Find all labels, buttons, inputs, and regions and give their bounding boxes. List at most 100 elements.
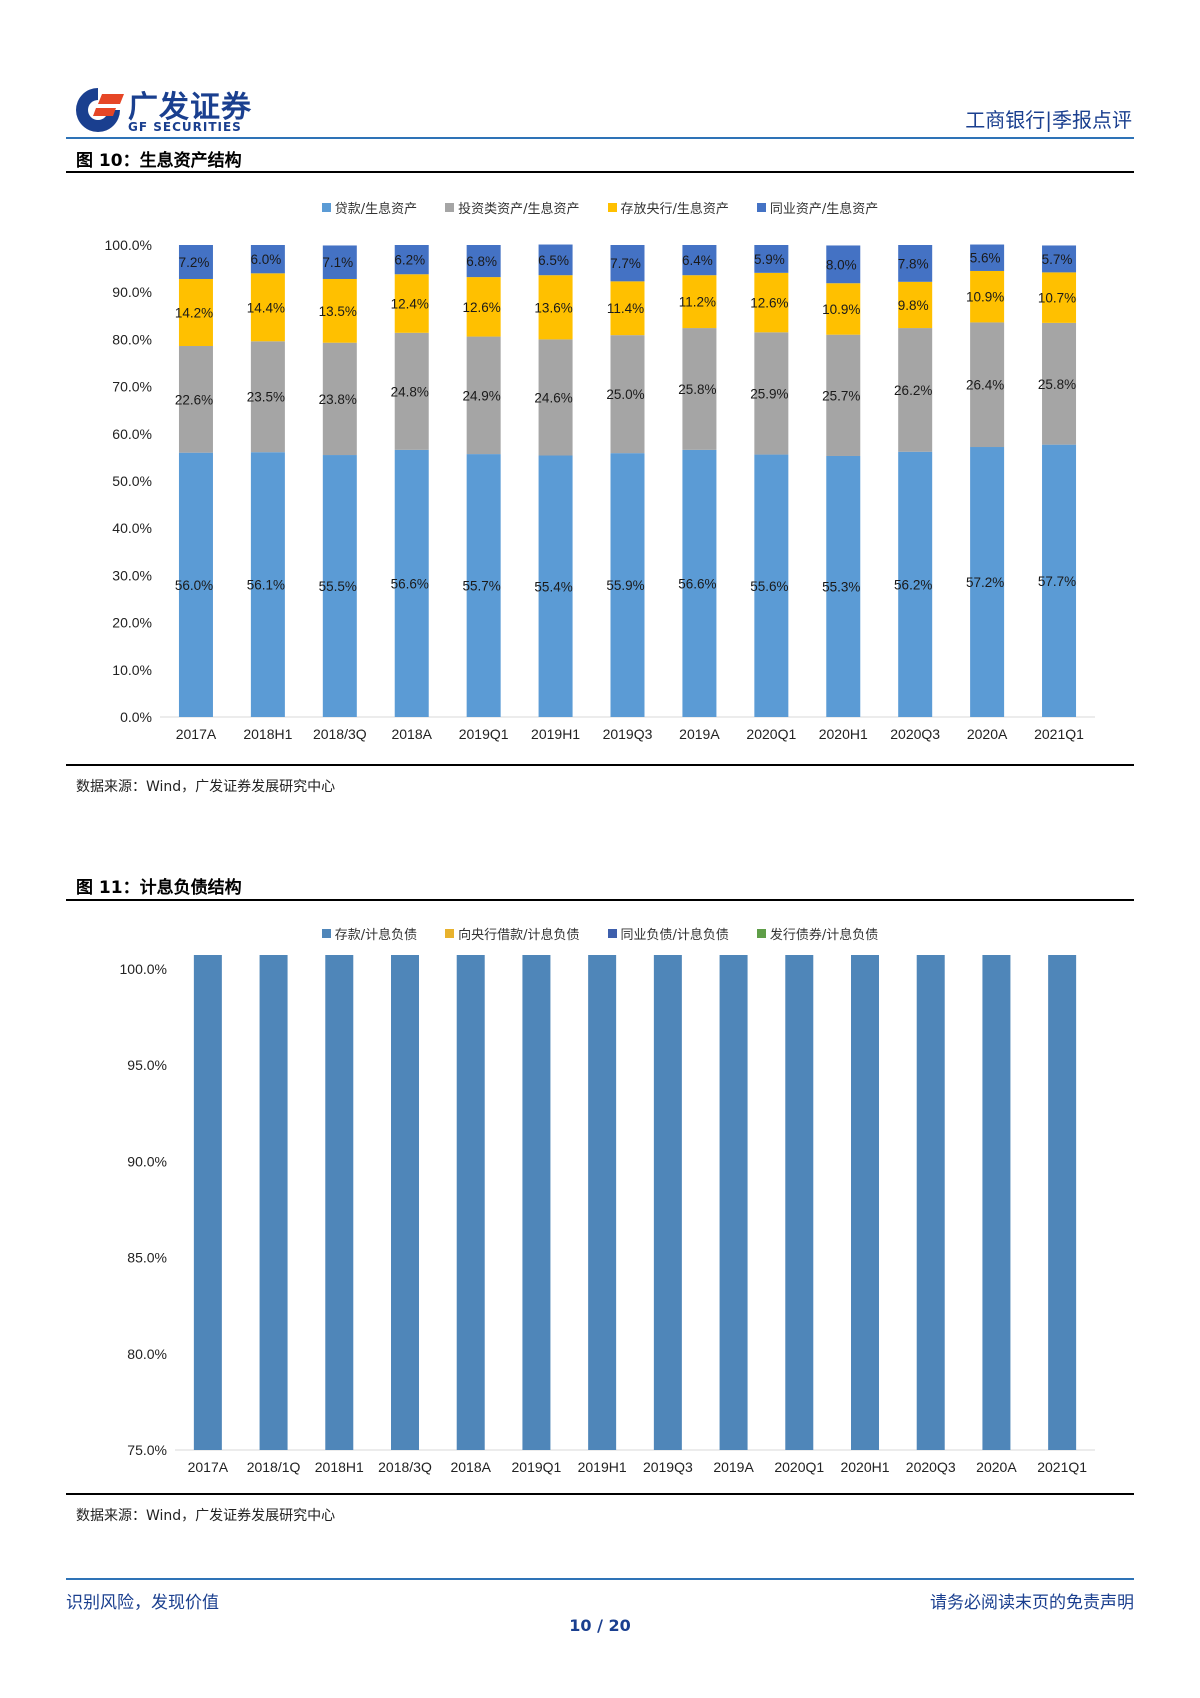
x-tick-label: 2020A xyxy=(976,1459,1017,1475)
bar-segment xyxy=(394,449,429,717)
legend-label: 同业资产/生息资产 xyxy=(769,202,879,217)
data-label: 8.0% xyxy=(826,257,857,272)
figure-11-legend: 存款/计息负债 向央行借款/计息负债 同业负债/计息负债 发行债券/计息负债 xyxy=(0,924,1200,943)
legend-swatch xyxy=(607,929,617,938)
x-tick-label: 2020Q1 xyxy=(774,1459,824,1475)
data-label: 24.9% xyxy=(463,388,501,403)
legend-label: 存款/计息负债 xyxy=(334,928,418,943)
y-tick-label: 40.0% xyxy=(112,520,152,536)
bar-segment xyxy=(851,955,879,1450)
x-tick-label: 2018A xyxy=(391,726,432,742)
bar-segment xyxy=(970,244,1005,271)
bar-segment xyxy=(719,955,748,1450)
data-label: 10.9% xyxy=(966,290,1004,305)
legend-swatch xyxy=(321,203,331,212)
y-tick-label: 90.0% xyxy=(112,284,152,300)
data-label: 26.2% xyxy=(894,383,932,398)
data-label: 10.7% xyxy=(1038,291,1076,306)
legend-item: 向央行借款/计息负债 xyxy=(445,924,580,943)
bar-segment xyxy=(394,332,429,450)
legend-label: 发行债券/计息负债 xyxy=(769,928,879,943)
legend-item: 同业资产/生息资产 xyxy=(756,198,879,217)
figure-11-source: 数据来源：Wind，广发证券发展研究中心 xyxy=(76,1508,336,1524)
bar-segment xyxy=(610,245,645,282)
data-label: 10.9% xyxy=(822,302,860,317)
x-tick-label: 2017A xyxy=(176,726,217,742)
legend-item: 存款/计息负债 xyxy=(321,924,418,943)
data-label: 55.3% xyxy=(822,579,860,594)
legend-swatch xyxy=(607,203,617,212)
bar-segment xyxy=(325,955,354,1450)
bar-segment xyxy=(322,342,357,456)
data-label: 25.7% xyxy=(822,388,860,403)
x-tick-label: 2020A xyxy=(967,726,1008,742)
data-label: 25.0% xyxy=(606,387,644,402)
bar-segment xyxy=(538,244,573,276)
bar-segment xyxy=(898,281,933,329)
bar-segment xyxy=(826,283,861,335)
y-tick-label: 30.0% xyxy=(112,567,152,583)
y-tick-label: 70.0% xyxy=(112,379,152,395)
x-tick-label: 2018/1Q xyxy=(247,1459,301,1475)
y-tick-label: 20.0% xyxy=(112,615,152,631)
bar-segment xyxy=(898,245,933,282)
footer-rule xyxy=(66,1578,1134,1580)
footer-slogan: 识别风险，发现价值 xyxy=(66,1593,219,1613)
bar-segment xyxy=(610,335,645,454)
x-tick-label: 2020H1 xyxy=(819,726,868,742)
x-tick-label: 2019H1 xyxy=(531,726,580,742)
legend-swatch xyxy=(756,929,766,938)
bar-segment xyxy=(178,452,213,717)
y-tick-label: 10.0% xyxy=(112,662,152,678)
footer-disclaimer: 请务必阅读末页的免责声明 xyxy=(930,1593,1134,1613)
data-label: 56.6% xyxy=(678,576,716,591)
bar-segment xyxy=(982,955,1011,1450)
legend-item: 同业负债/计息负债 xyxy=(607,924,729,943)
bar-segment xyxy=(178,278,213,347)
bar-segment xyxy=(1042,272,1077,323)
data-label: 13.6% xyxy=(534,300,572,315)
data-label: 12.4% xyxy=(391,297,429,312)
x-tick-label: 2020H1 xyxy=(840,1459,889,1475)
data-label: 22.6% xyxy=(175,392,213,407)
bar-segment xyxy=(1042,444,1077,717)
data-label: 5.9% xyxy=(754,252,785,267)
data-label: 7.2% xyxy=(179,255,210,270)
figure-11-title: 图 11：计息负债结构 xyxy=(76,878,242,898)
figure-10-top-rule xyxy=(66,171,1134,173)
figure-10-legend: 贷款/生息资产 投资类资产/生息资产 存放央行/生息资产 同业资产/生息资产 xyxy=(0,198,1200,217)
bar-segment xyxy=(250,273,285,342)
data-label: 6.2% xyxy=(394,253,425,268)
legend-swatch xyxy=(756,203,766,212)
bar-segment xyxy=(898,328,933,452)
x-tick-label: 2020Q1 xyxy=(746,726,796,742)
bar-segment xyxy=(466,245,501,278)
bar-segment xyxy=(259,955,288,1450)
bar-segment xyxy=(466,277,501,337)
legend-swatch xyxy=(321,929,331,938)
page-number: 10 / 20 xyxy=(569,1616,631,1635)
data-label: 24.8% xyxy=(391,384,429,399)
data-label: 25.9% xyxy=(750,386,788,401)
bar-segment xyxy=(970,322,1005,448)
bar-segment xyxy=(178,245,213,279)
bar-segment xyxy=(610,281,645,336)
legend-label: 投资类资产/生息资产 xyxy=(458,202,580,217)
x-tick-label: 2019Q3 xyxy=(603,726,653,742)
bar-segment xyxy=(322,245,357,279)
y-tick-label: 90.0% xyxy=(127,1153,167,1169)
x-tick-label: 2020Q3 xyxy=(906,1459,956,1475)
bar-segment xyxy=(466,454,501,717)
data-label: 55.5% xyxy=(319,579,357,594)
data-label: 25.8% xyxy=(678,382,716,397)
y-tick-label: 100.0% xyxy=(105,237,152,253)
bar-segment xyxy=(826,334,861,456)
x-tick-label: 2017A xyxy=(188,1459,229,1475)
x-tick-label: 2018H1 xyxy=(243,726,292,742)
bar-segment xyxy=(538,275,573,340)
x-tick-label: 2020Q3 xyxy=(890,726,940,742)
bar-segment xyxy=(394,274,429,333)
legend-item: 贷款/生息资产 xyxy=(321,198,417,217)
y-tick-label: 60.0% xyxy=(112,426,152,442)
legend-swatch xyxy=(445,929,455,938)
